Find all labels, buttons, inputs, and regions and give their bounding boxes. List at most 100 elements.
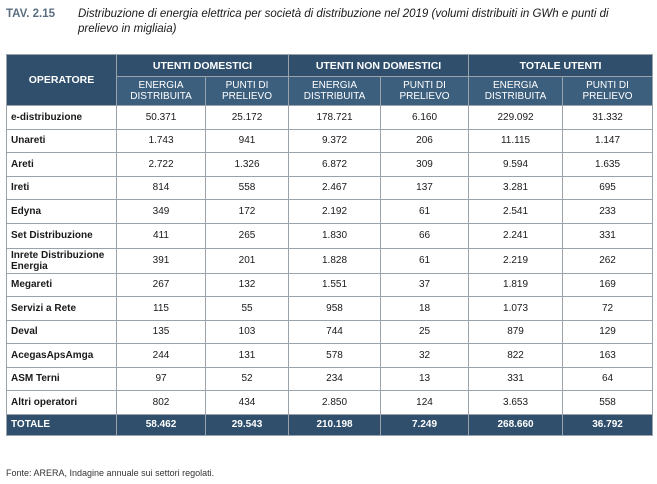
table-cell: 2.467 <box>288 175 382 200</box>
table-cell: 2.241 <box>468 222 564 249</box>
total-cell: 58.462 <box>116 413 206 436</box>
table-cell: 31.332 <box>562 105 654 130</box>
table-cell: 265 <box>204 222 290 249</box>
subheader-points: PUNTI DI PRELIEVO <box>204 76 290 106</box>
group-header-non-domestic: UTENTI NON DOMESTICI <box>288 54 470 77</box>
operator-name: Set Distribuzione <box>6 222 117 249</box>
table-cell: 331 <box>562 222 654 249</box>
operator-name: Deval <box>6 319 117 344</box>
table-cell: 115 <box>116 296 206 321</box>
table-cell: 558 <box>562 390 654 415</box>
table-cell: 11.115 <box>468 128 564 153</box>
table-cell: 411 <box>116 222 206 249</box>
group-header-total: TOTALE UTENTI <box>468 54 654 77</box>
table-cell: 1.830 <box>288 222 382 249</box>
table-cell: 55 <box>204 296 290 321</box>
operator-name: ASM Terni <box>6 366 117 391</box>
table-row: Areti 2.722 1.326 6.872 309 9.594 1.635 <box>6 152 654 177</box>
table-cell: 1.819 <box>468 272 564 297</box>
table-cell: 1.326 <box>204 152 290 177</box>
table-cell: 137 <box>380 175 470 200</box>
table-cell: 97 <box>116 366 206 391</box>
table-cell: 879 <box>468 319 564 344</box>
table-cell: 61 <box>380 247 470 274</box>
table-cell: 229.092 <box>468 105 564 130</box>
table-cell: 163 <box>562 343 654 368</box>
table-cell: 941 <box>204 128 290 153</box>
table-cell: 1.635 <box>562 152 654 177</box>
table-cell: 2.192 <box>288 199 382 224</box>
table-cell: 1.743 <box>116 128 206 153</box>
table-row: Deval 135 103 744 25 879 129 <box>6 319 654 344</box>
table-cell: 61 <box>380 199 470 224</box>
table-cell: 2.850 <box>288 390 382 415</box>
table-row: Set Distribuzione 411 265 1.830 66 2.241… <box>6 222 654 249</box>
operator-name: Ireti <box>6 175 117 200</box>
operator-name: Edyna <box>6 199 117 224</box>
operator-name: Inrete Distribuzione Energia <box>6 247 117 274</box>
subheader-energy: ENERGIA DISTRIBUITA <box>468 76 564 106</box>
total-cell: 210.198 <box>288 413 382 436</box>
total-row: TOTALE 58.462 29.543 210.198 7.249 268.6… <box>6 413 654 436</box>
total-label: TOTALE <box>6 413 117 436</box>
table-row: Edyna 349 172 2.192 61 2.541 233 <box>6 199 654 224</box>
table-row: Altri operatori 802 434 2.850 124 3.653 … <box>6 390 654 415</box>
table-cell: 9.594 <box>468 152 564 177</box>
table-cell: 72 <box>562 296 654 321</box>
table-cell: 267 <box>116 272 206 297</box>
table-cell: 744 <box>288 319 382 344</box>
table-row: e-distribuzione 50.371 25.172 178.721 6.… <box>6 105 654 130</box>
group-header-domestic: UTENTI DOMESTICI <box>115 54 290 77</box>
table-cell: 124 <box>380 390 470 415</box>
table-caption: TAV. 2.15 Distribuzione di energia elett… <box>6 7 651 37</box>
table-cell: 52 <box>204 366 290 391</box>
table-cell: 309 <box>380 152 470 177</box>
table-cell: 1.147 <box>562 128 654 153</box>
table-title: Distribuzione di energia elettrica per s… <box>78 8 609 35</box>
subheader-points: PUNTI DI PRELIEVO <box>380 76 470 106</box>
table-number: TAV. 2.15 <box>6 8 56 20</box>
table-cell: 3.281 <box>468 175 564 200</box>
table-footer: TOTALE 58.462 29.543 210.198 7.249 268.6… <box>6 413 654 436</box>
table-cell: 958 <box>288 296 382 321</box>
table-cell: 3.653 <box>468 390 564 415</box>
table-cell: 695 <box>562 175 654 200</box>
total-cell: 268.660 <box>468 413 564 436</box>
table-cell: 178.721 <box>288 105 382 130</box>
subheader-points: PUNTI DI PRELIEVO <box>562 76 654 106</box>
table-cell: 6.872 <box>288 152 382 177</box>
table-cell: 18 <box>380 296 470 321</box>
table-cell: 244 <box>116 343 206 368</box>
table-cell: 66 <box>380 222 470 249</box>
table-row: Inrete Distribuzione Energia 391 201 1.8… <box>6 247 654 274</box>
operator-name: Megareti <box>6 272 117 297</box>
table-cell: 132 <box>204 272 290 297</box>
table-cell: 234 <box>288 366 382 391</box>
table-cell: 558 <box>204 175 290 200</box>
table-body: e-distribuzione 50.371 25.172 178.721 6.… <box>6 105 654 415</box>
table-cell: 802 <box>116 390 206 415</box>
table-cell: 13 <box>380 366 470 391</box>
table-cell: 2.541 <box>468 199 564 224</box>
table-cell: 331 <box>468 366 564 391</box>
table-header: OPERATORE UTENTI DOMESTICI UTENTI NON DO… <box>6 54 654 106</box>
table-cell: 64 <box>562 366 654 391</box>
source-note: Fonte: ARERA, Indagine annuale sui setto… <box>6 468 215 478</box>
table-row: Servizi a Rete 115 55 958 18 1.073 72 <box>6 296 654 321</box>
table-cell: 434 <box>204 390 290 415</box>
operator-name: Areti <box>6 152 117 177</box>
table-cell: 129 <box>562 319 654 344</box>
table-row: AcegasApsAmga 244 131 578 32 822 163 <box>6 343 654 368</box>
table-row: Ireti 814 558 2.467 137 3.281 695 <box>6 175 654 200</box>
table-cell: 135 <box>116 319 206 344</box>
total-cell: 36.792 <box>562 413 654 436</box>
operator-name: AcegasApsAmga <box>6 343 117 368</box>
table-cell: 349 <box>116 199 206 224</box>
operator-name: Altri operatori <box>6 390 117 415</box>
table-cell: 206 <box>380 128 470 153</box>
table-cell: 37 <box>380 272 470 297</box>
table-cell: 2.219 <box>468 247 564 274</box>
table-cell: 172 <box>204 199 290 224</box>
table-row: Megareti 267 132 1.551 37 1.819 169 <box>6 272 654 297</box>
